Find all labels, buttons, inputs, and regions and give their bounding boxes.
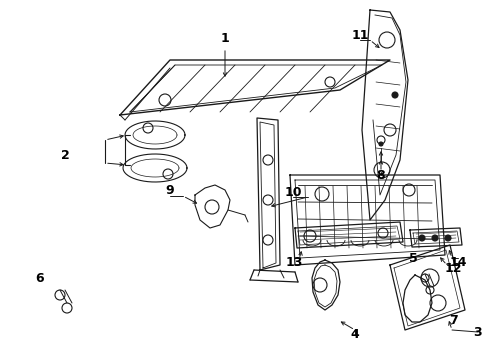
Circle shape [378, 142, 382, 146]
Text: 10: 10 [284, 185, 301, 198]
Text: 7: 7 [448, 314, 457, 327]
Text: 1: 1 [220, 32, 229, 45]
Text: 2: 2 [61, 149, 69, 162]
Text: 5: 5 [408, 252, 417, 265]
Text: 11: 11 [350, 28, 368, 41]
Circle shape [418, 235, 424, 241]
Circle shape [444, 235, 450, 241]
Text: 6: 6 [36, 271, 44, 284]
Circle shape [431, 235, 437, 241]
Text: 3: 3 [473, 325, 481, 338]
Text: 8: 8 [376, 168, 385, 181]
Circle shape [391, 92, 397, 98]
Text: 9: 9 [165, 184, 174, 197]
Text: 4: 4 [350, 328, 359, 342]
Text: 13: 13 [285, 256, 302, 269]
Text: 14: 14 [448, 256, 466, 269]
Text: 12: 12 [443, 261, 461, 274]
